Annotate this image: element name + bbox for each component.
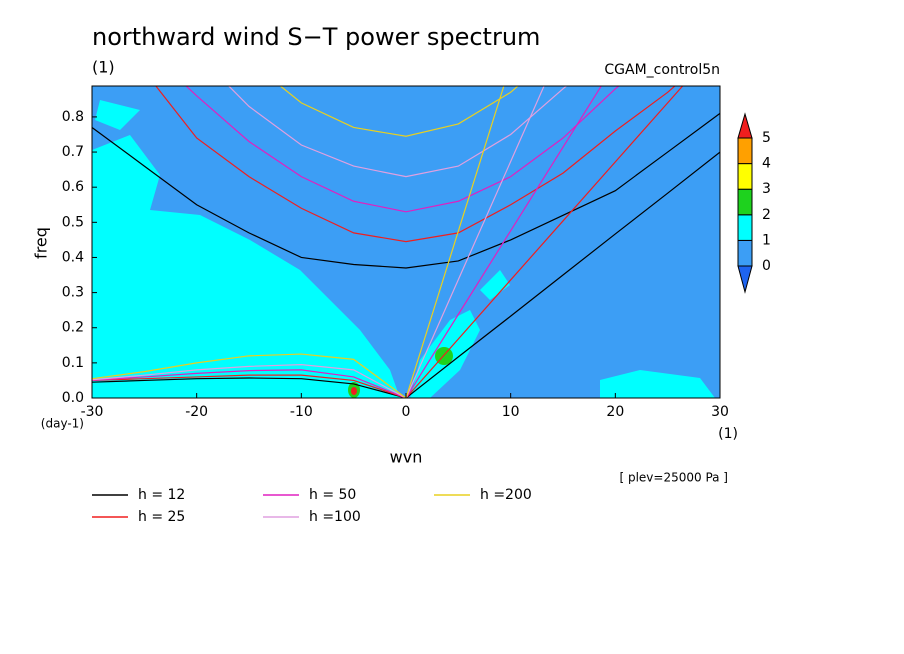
x-tick-label: 20 [606,404,624,420]
y-tick-label: 0.4 [62,249,84,265]
y-tick-label: 0.1 [62,355,84,371]
note: [ plev=25000 Pa ] [619,471,728,485]
dispersion-curve [227,86,568,178]
colorbar-label: 5 [762,130,771,146]
x-axis-label: wvn [390,448,423,467]
dispersion-curve [405,151,720,398]
colorbar-box [737,188,753,216]
x-tick-label: -10 [290,404,313,420]
colorbar-box [737,239,753,267]
power-patch [600,370,715,398]
legend-label: h =100 [309,509,361,525]
dispersion-curve [405,86,684,398]
plot-area [92,86,720,398]
legend-label: h = 12 [138,487,185,503]
x-unit: (1) [718,426,738,442]
chart-title: northward wind S−T power spectrum [92,23,540,51]
x-tick-label: -20 [185,404,208,420]
dispersion-curve [92,364,407,398]
run-label: CGAM_control5n [604,62,720,78]
colorbar-over [737,112,753,139]
dispersion-curve [405,86,545,398]
dispersion-curve [92,374,407,398]
dispersion-curve [92,353,407,398]
power-patch [92,135,400,398]
dispersion-curve [92,112,720,269]
y-tick-label: 0.6 [62,179,84,195]
dispersion-curve [92,369,407,398]
dispersion-curve [405,86,602,398]
y-unit: (day-1) [41,417,84,431]
power-patch [351,387,357,395]
dispersion-curve [92,377,407,398]
y-tick-label: 0.5 [62,214,84,230]
y-axis-label: freq [32,227,51,259]
colorbar-label: 2 [762,207,771,223]
colorbar-label: 3 [762,181,771,197]
colorbar-under [737,265,753,294]
legend-label: h =200 [480,487,532,503]
x-tick-label: -30 [81,404,104,420]
dispersion-curve [279,86,519,137]
colorbar-box [737,214,753,241]
colorbar-box [737,137,753,165]
dispersion-curve [185,86,620,213]
colorbar-label: 1 [762,232,771,248]
subtitle: (1) [92,58,115,77]
colorbar-label: 4 [762,156,771,172]
dispersion-curve [155,86,676,243]
dispersion-curve [405,86,505,398]
colorbar-label: 0 [762,258,771,274]
legend-label: h = 25 [138,509,185,525]
power-patch [480,270,510,300]
y-tick-label: 0.3 [62,285,84,301]
x-tick-label: 30 [711,404,729,420]
legend-label: h = 50 [309,487,356,503]
y-tick-label: 0.0 [62,390,84,406]
y-tick-label: 0.7 [62,144,84,160]
colorbar-box [737,163,753,190]
x-tick-label: 10 [502,404,520,420]
power-patch [95,100,140,130]
y-tick-label: 0.8 [62,109,84,125]
x-tick-label: 0 [402,404,411,420]
y-tick-label: 0.2 [62,320,84,336]
